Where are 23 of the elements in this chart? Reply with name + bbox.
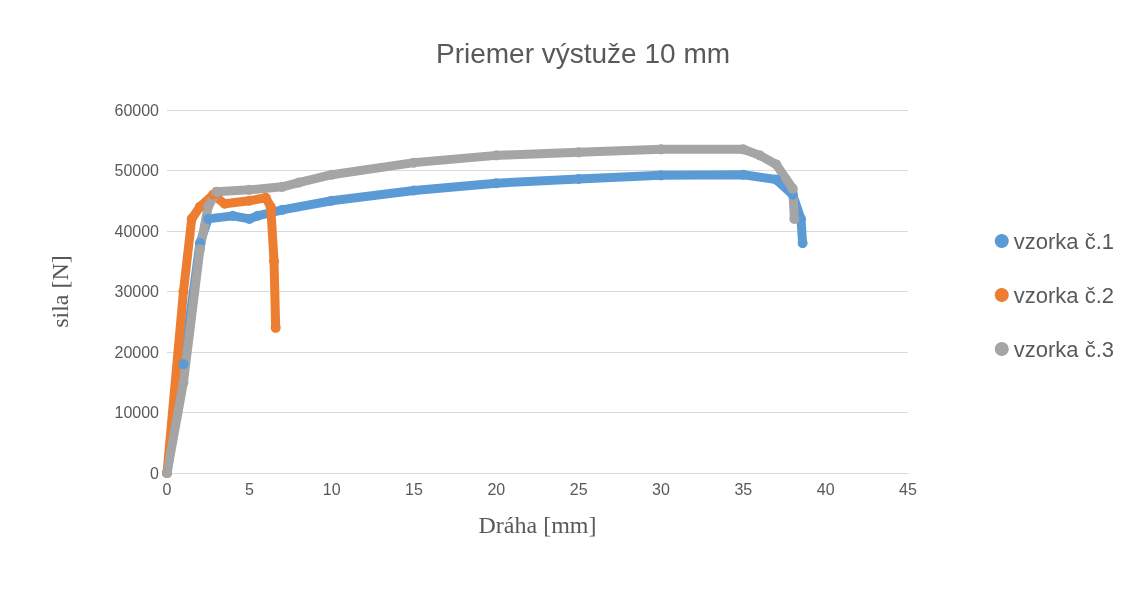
y-tick-label: 0	[150, 464, 160, 482]
x-tick-label: 0	[162, 480, 172, 498]
x-tick-label: 40	[816, 480, 835, 498]
x-tick-label: 10	[322, 480, 341, 498]
y-tick-label: 40000	[114, 222, 160, 240]
x-tick-label: 5	[244, 480, 254, 498]
legend-label: vzorka č.3	[1013, 336, 1115, 362]
x-tick-label: 25	[569, 480, 588, 498]
legend-label: vzorka č.2	[1013, 282, 1115, 308]
y-tick-label: 60000	[114, 101, 160, 119]
legend-label: vzorka č.1	[1013, 228, 1115, 254]
y-tick-label: 30000	[114, 283, 160, 300]
y-tick-label: 20000	[114, 343, 160, 361]
x-axis-title: Dráha [mm]	[478, 512, 597, 538]
y-tick-label: 50000	[114, 162, 160, 179]
x-tick-label: 20	[487, 480, 506, 498]
x-tick-label: 45	[899, 480, 917, 498]
y-tick-label: 10000	[114, 404, 160, 421]
y-axis-title: sila [N]	[47, 255, 73, 328]
x-tick-label: 15	[405, 480, 423, 498]
x-tick-label: 30	[652, 480, 670, 498]
x-tick-label: 35	[734, 480, 753, 498]
chart-title: Priemer výstuže 10 mm	[435, 37, 731, 69]
